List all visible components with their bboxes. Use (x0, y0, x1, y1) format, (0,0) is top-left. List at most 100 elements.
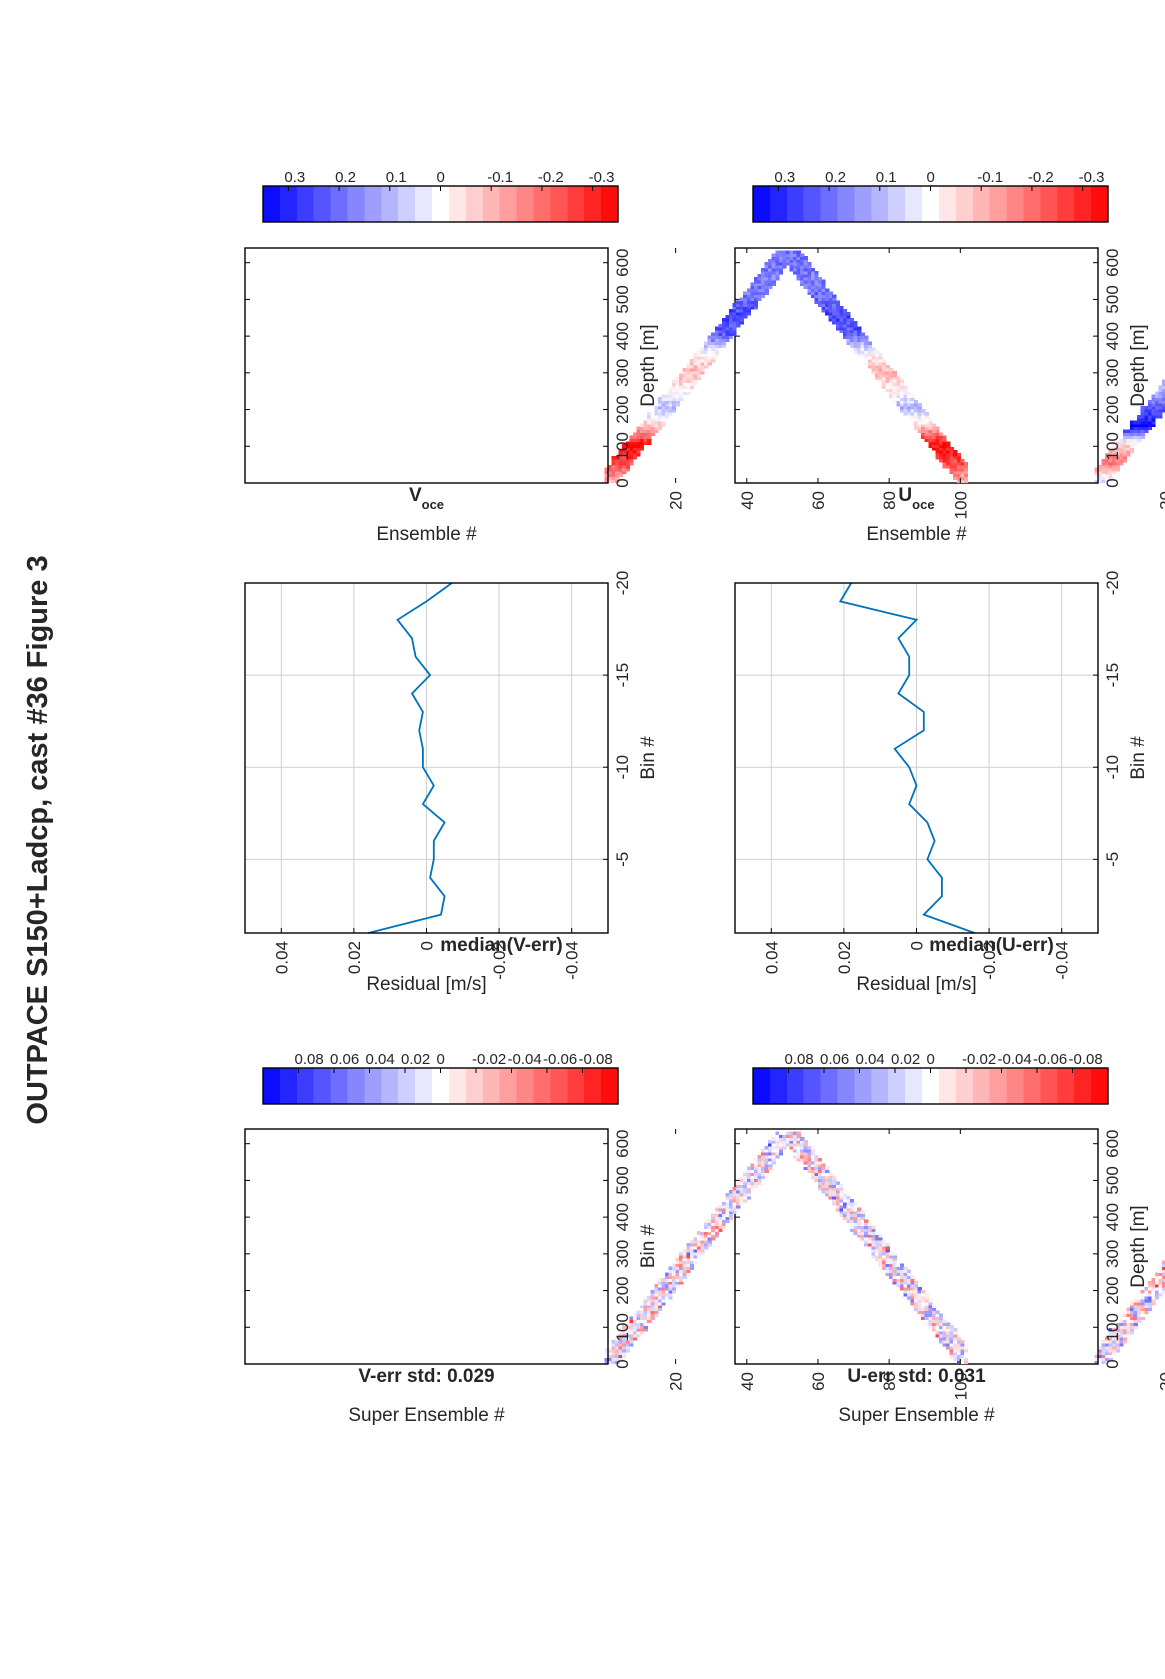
heatmap-cell (650, 1310, 655, 1315)
heatmap-cell (753, 1172, 759, 1176)
heatmap-cell (736, 1181, 741, 1185)
heatmap-cell (732, 320, 737, 325)
heatmap-cell (839, 329, 844, 334)
heatmap-cell (768, 259, 773, 263)
heatmap-cell (693, 1242, 698, 1247)
heatmap-cell (825, 309, 830, 313)
heatmap-cell (647, 432, 652, 436)
heatmap-cell (750, 297, 755, 301)
heatmap-cell (771, 276, 776, 281)
heatmap-cell (654, 1284, 659, 1288)
heatmap-cell (615, 1336, 620, 1341)
heatmap-cell (629, 453, 634, 457)
heatmap-cell (914, 423, 919, 428)
heatmap-cell (686, 1260, 691, 1265)
heatmap-cell (700, 347, 705, 351)
heatmap-cell (686, 370, 691, 375)
heatmap-cell (675, 391, 680, 395)
heatmap-cell (953, 450, 958, 454)
heatmap-cell (953, 1334, 958, 1338)
heatmap-cell (611, 1351, 616, 1356)
colorbar-tick-label: -0.1 (487, 169, 513, 186)
heatmap-cell (810, 267, 816, 272)
heatmap-cell (657, 408, 662, 413)
heatmap-cell (910, 414, 915, 419)
heatmap-cell (661, 1298, 666, 1303)
heatmap-cell (821, 303, 826, 307)
heatmap-cell (860, 1210, 865, 1215)
heatmap-cell (789, 1134, 794, 1138)
heatmap-cell (899, 382, 904, 387)
heatmap-cell (1133, 432, 1138, 436)
heatmap-cell (1151, 1292, 1156, 1297)
bin-tick-label: -15 (613, 663, 632, 688)
heatmap-cell (832, 1190, 837, 1194)
heatmap-cell (903, 403, 908, 407)
heatmap-cell (896, 403, 901, 407)
heatmap-cell (885, 1260, 890, 1265)
heatmap-cell (771, 1151, 776, 1156)
heatmap-cell (1144, 1307, 1149, 1312)
colorbar-segment (516, 1068, 534, 1104)
heatmap-cell (721, 335, 727, 340)
heatmap-cell (736, 1195, 741, 1200)
heatmap-cell (750, 1178, 755, 1182)
heatmap-cell (675, 1269, 680, 1273)
colorbar-tick-label: 0.02 (891, 1051, 920, 1068)
colorbar-tick-label: 0.1 (386, 169, 407, 186)
heatmap-cell (711, 1228, 716, 1232)
heatmap-cell (796, 256, 801, 260)
heatmap-cell (810, 291, 816, 295)
heatmap-cell (1154, 1292, 1160, 1297)
heatmap-cell (725, 1210, 730, 1215)
heatmap-cell (814, 1163, 819, 1168)
heatmap-cell (625, 455, 630, 460)
heatmap-cell (782, 259, 787, 263)
heatmap-cell (1147, 1292, 1152, 1297)
colorbar-tick-label: 0.08 (295, 1051, 324, 1068)
heatmap-cell (640, 423, 645, 428)
heatmap-cell (636, 1322, 641, 1326)
heatmap-cell (835, 317, 840, 322)
heatmap-cell (796, 259, 801, 263)
colorbar-segment (533, 1068, 551, 1104)
heatmap-cell (917, 423, 922, 428)
heatmap-cell (757, 279, 762, 284)
heatmap-cell (839, 1204, 844, 1209)
heatmap-cell (1133, 435, 1138, 439)
heatmap-cell (906, 1287, 912, 1291)
heatmap-cell (814, 282, 819, 287)
heatmap-cell (700, 1228, 705, 1232)
heatmap-cell (899, 1269, 904, 1273)
heatmap-cell (821, 1190, 826, 1194)
heatmap-cell (889, 373, 894, 378)
heatmap-cell (750, 300, 755, 304)
heatmap-cell (899, 1266, 904, 1270)
heatmap-cell (714, 335, 719, 340)
heatmap-cell (885, 370, 890, 375)
heatmap-cell (942, 1328, 947, 1332)
heatmap-cell (775, 276, 780, 281)
axes-frame (734, 1128, 1099, 1365)
colorbar-segment (871, 1068, 889, 1104)
residual-tick-label: -0.04 (563, 941, 582, 980)
heatmap-cell (750, 1184, 755, 1188)
heatmap-cell (1162, 1272, 1165, 1276)
heatmap-cell (946, 1334, 951, 1338)
heatmap-cell (803, 267, 808, 272)
heatmap-cell (899, 379, 904, 384)
heatmap-cell (711, 1213, 716, 1218)
heatmap-cell (622, 453, 627, 457)
heatmap-cell (743, 1175, 748, 1179)
heatmap-cell (736, 303, 741, 307)
heatmap-cell (611, 1342, 616, 1347)
heatmap-cell (850, 1228, 855, 1232)
heatmap-cell (803, 285, 808, 290)
heatmap-cell (807, 282, 812, 287)
heatmap-cell (721, 344, 727, 348)
x-axis-label: Residual [m/s] (366, 974, 486, 995)
heatmap-cell (625, 1339, 630, 1344)
heatmap-cell (1151, 406, 1156, 410)
heatmap-cell (689, 373, 695, 378)
heatmap-cell (817, 279, 823, 284)
